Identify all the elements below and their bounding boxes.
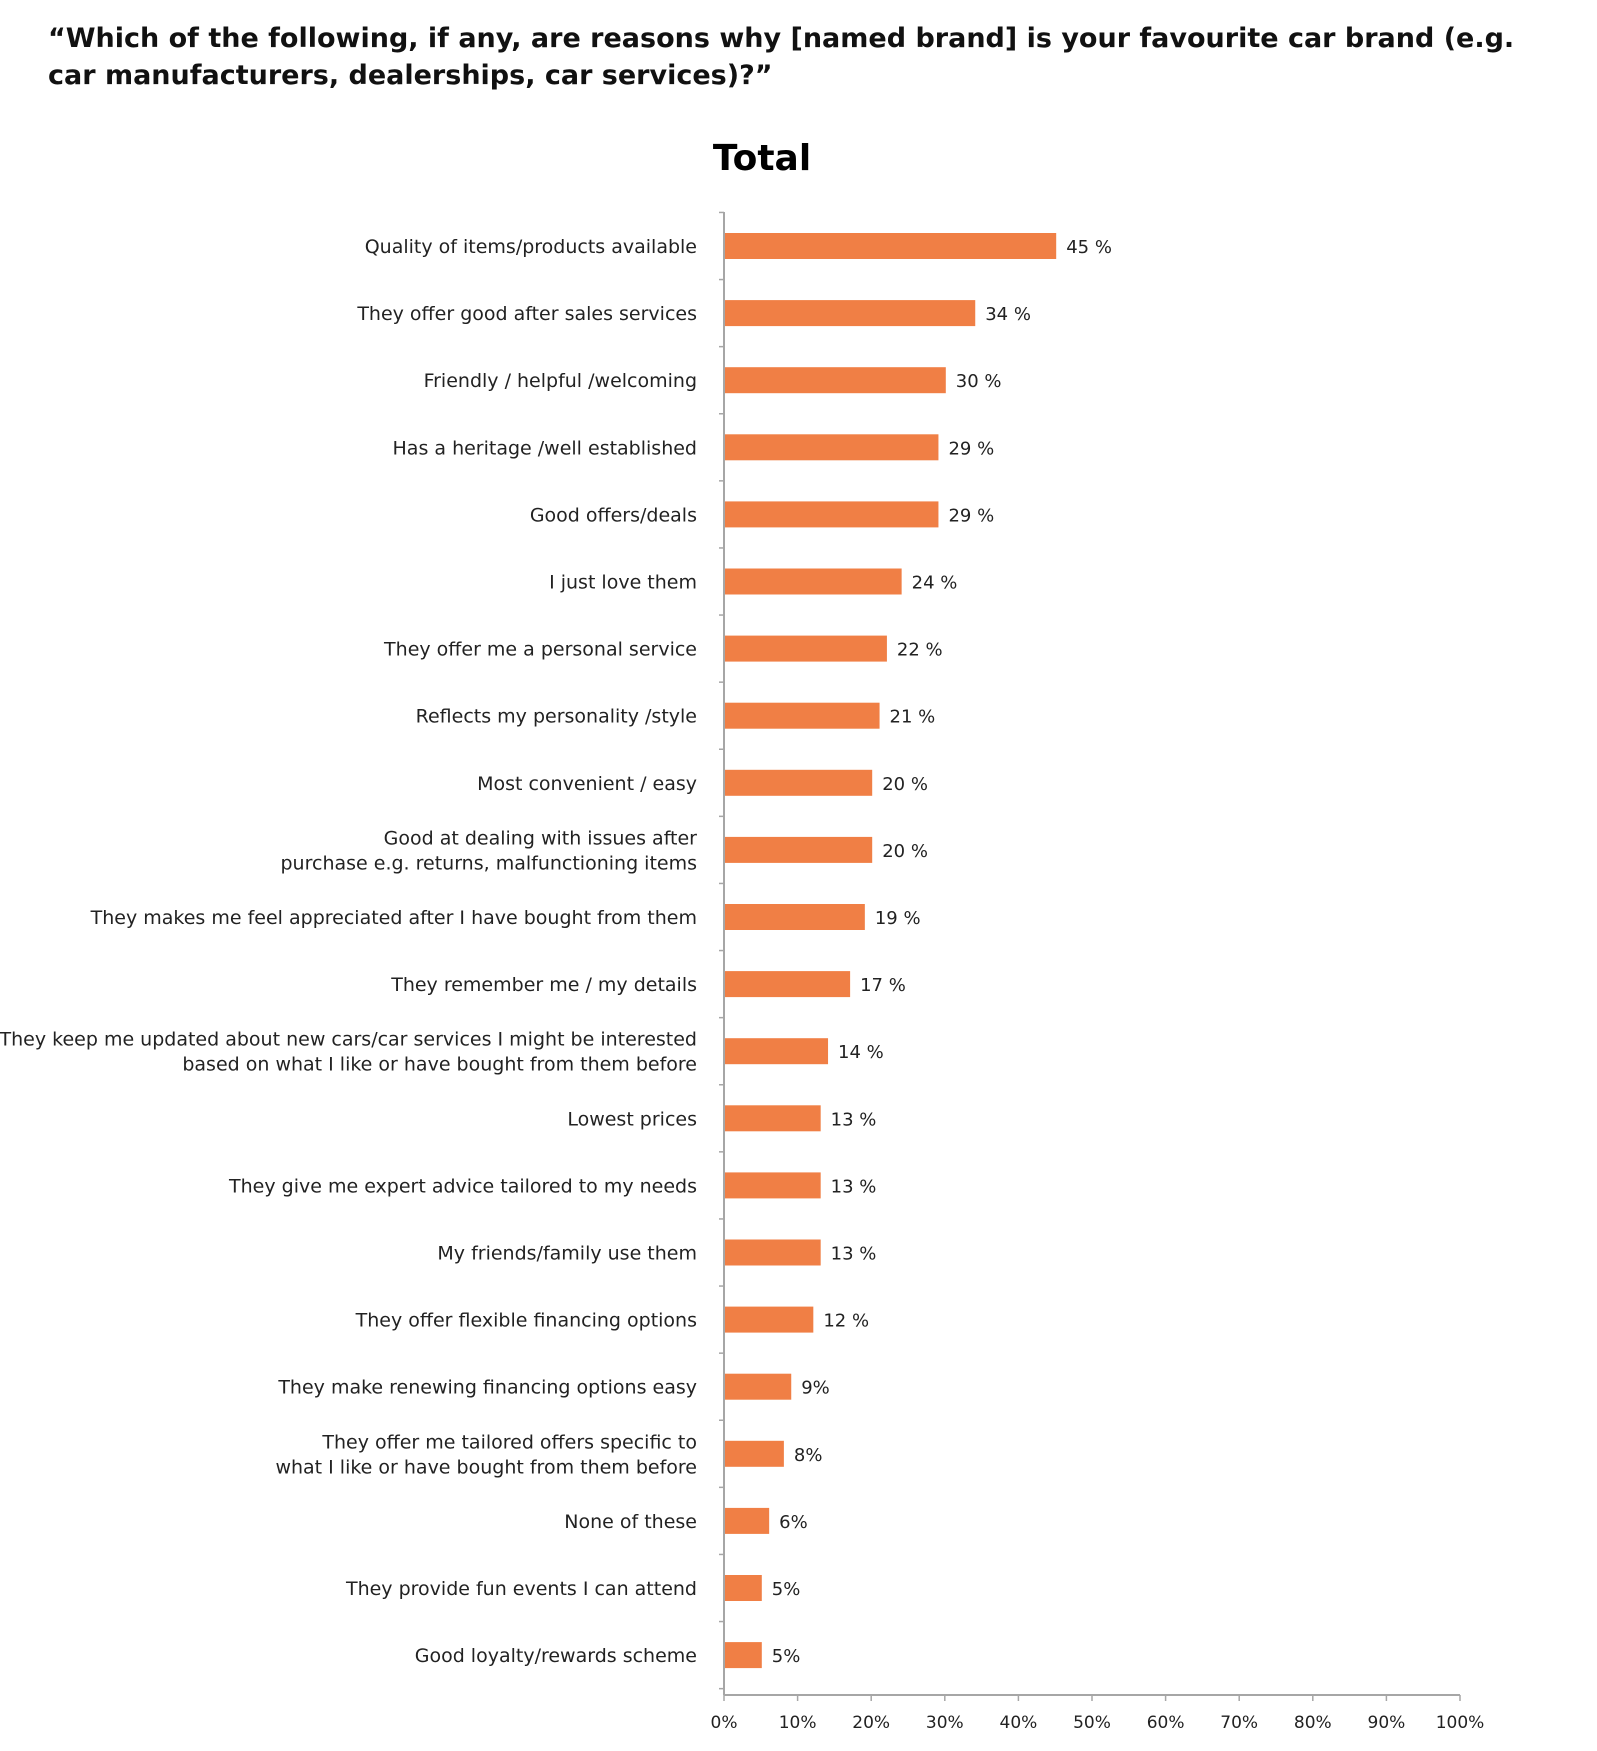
bar <box>725 1507 770 1534</box>
value-label: 24 % <box>912 573 958 594</box>
value-label: 9% <box>801 1378 830 1399</box>
value-label: 13 % <box>831 1244 877 1265</box>
x-tick-label: 70% <box>1220 1713 1258 1733</box>
category-label: They make renewing financing options eas… <box>277 1377 697 1399</box>
bar <box>725 769 873 796</box>
category-label: Good loyalty/rewards scheme <box>415 1645 697 1667</box>
value-label: 13 % <box>831 1109 877 1130</box>
bar <box>725 568 902 595</box>
category-label: I just love them <box>549 572 697 594</box>
category-label: They makes me feel appreciated after I h… <box>90 907 697 929</box>
bar <box>725 1105 821 1132</box>
category-label: Good at dealing with issues after purchas… <box>281 827 698 874</box>
value-label: 13 % <box>831 1176 877 1197</box>
value-label: 20 % <box>882 841 928 862</box>
category-label: They offer flexible financing options <box>355 1310 697 1332</box>
bar <box>725 367 946 394</box>
bar <box>725 1373 792 1400</box>
bar <box>725 233 1057 259</box>
category-label: Reflects my personality /style <box>416 706 697 728</box>
x-tick-label: 10% <box>779 1713 817 1733</box>
bar <box>725 1306 814 1333</box>
survey-question: “Which of the following, if any, are rea… <box>48 23 1515 91</box>
value-label: 21 % <box>890 707 936 728</box>
bar <box>725 1038 829 1065</box>
bar <box>725 434 939 461</box>
value-label: 8% <box>794 1445 823 1466</box>
x-tick-label: 0% <box>711 1713 738 1733</box>
bar <box>725 971 851 998</box>
category-label: They offer good after sales services <box>356 303 697 325</box>
category-label: They offer me tailored offers specific t… <box>275 1431 697 1478</box>
category-label: Has a heritage /well established <box>393 437 697 459</box>
bar <box>725 300 976 327</box>
category-label: Lowest prices <box>567 1108 697 1130</box>
category-label: None of these <box>564 1511 697 1533</box>
chart-title: Total <box>713 138 811 179</box>
value-label: 22 % <box>897 640 943 661</box>
category-label: They provide fun events I can attend <box>345 1578 697 1600</box>
category-label: Friendly / helpful /welcoming <box>424 370 697 392</box>
category-label: Most convenient / easy <box>477 773 697 795</box>
bar <box>725 635 887 662</box>
value-label: 5% <box>772 1646 801 1667</box>
value-label: 29 % <box>948 505 994 526</box>
value-label: 45 % <box>1066 237 1112 258</box>
bar <box>725 1172 821 1199</box>
value-label: 14 % <box>838 1042 884 1063</box>
value-label: 30 % <box>956 371 1002 392</box>
bar <box>725 904 865 930</box>
bar <box>725 1642 762 1669</box>
bar <box>725 501 939 528</box>
value-label: 29 % <box>948 438 994 459</box>
category-label: Quality of items/products available <box>365 236 697 258</box>
bar <box>725 836 873 863</box>
value-label: 12 % <box>823 1311 869 1332</box>
x-tick-label: 50% <box>1073 1713 1111 1733</box>
x-tick-label: 100% <box>1436 1713 1485 1733</box>
category-label: They remember me / my details <box>390 974 697 996</box>
value-label: 17 % <box>860 975 906 996</box>
x-tick-label: 40% <box>1000 1713 1038 1733</box>
x-tick-label: 30% <box>926 1713 964 1733</box>
value-label: 5% <box>772 1579 801 1600</box>
category-label: My friends/family use them <box>437 1243 697 1265</box>
x-tick-label: 80% <box>1294 1713 1332 1733</box>
bar <box>725 1575 762 1601</box>
category-label: They keep me updated about new cars/car … <box>0 1029 697 1076</box>
bar <box>725 1440 784 1467</box>
x-tick-label: 90% <box>1368 1713 1406 1733</box>
value-label: 6% <box>779 1512 808 1533</box>
category-label: They give me expert advice tailored to m… <box>228 1175 697 1197</box>
x-tick-label: 60% <box>1147 1713 1185 1733</box>
bar <box>725 1239 821 1266</box>
category-label: Good offers/deals <box>530 504 697 526</box>
value-label: 34 % <box>985 304 1031 325</box>
value-label: 19 % <box>875 908 921 929</box>
category-label: They offer me a personal service <box>383 639 697 661</box>
x-tick-label: 20% <box>852 1713 890 1733</box>
bar <box>725 702 880 729</box>
value-label: 20 % <box>882 774 928 795</box>
